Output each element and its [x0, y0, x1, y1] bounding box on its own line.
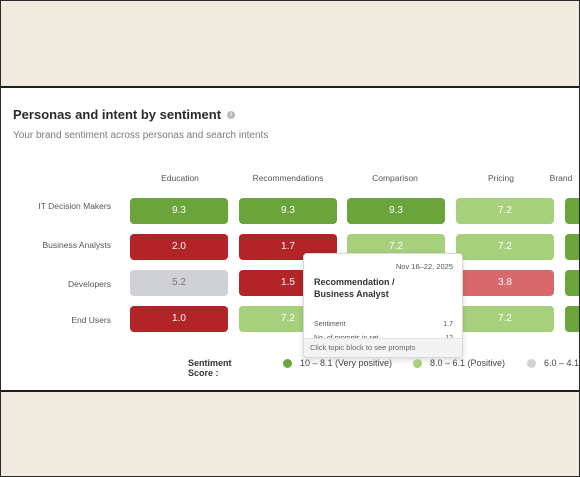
column-header-education: Education	[161, 173, 199, 183]
legend-item-positive: 8.0 – 6.1 (Positive)	[413, 358, 505, 368]
tooltip-sentiment-value: 1.7	[443, 321, 453, 328]
heatmap-cell[interactable]: 2.0	[130, 234, 228, 260]
heatmap-cell[interactable]: 3.8	[456, 270, 554, 296]
very-positive-dot-icon	[283, 358, 292, 368]
legend-item-very-positive: 10 – 8.1 (Very positive)	[283, 358, 392, 368]
heatmap-cell[interactable]: 1.0	[130, 306, 228, 332]
tooltip-footer: Click topic block to see prompts	[304, 338, 462, 357]
heatmap-cell[interactable]: 9.3	[130, 198, 228, 224]
heatmap-cell[interactable]	[565, 270, 579, 296]
legend-label-neutral: 6.0 – 4.1	[544, 358, 579, 368]
tooltip-sentiment-row: Sentiment 1.7	[314, 321, 453, 328]
heatmap-cell[interactable]: 9.3	[239, 198, 337, 224]
positive-dot-icon	[413, 358, 422, 368]
legend-item-neutral: 6.0 – 4.1	[527, 358, 579, 368]
heatmap-cell[interactable]	[565, 234, 579, 260]
heatmap-cell[interactable]	[565, 198, 579, 224]
widget-subtitle: Your brand sentiment across personas and…	[13, 130, 269, 141]
row-header-developers: Developers	[68, 279, 111, 289]
sentiment-widget: Personas and intent by sentiment i Your …	[1, 86, 579, 392]
heatmap-cell[interactable]: 7.2	[456, 234, 554, 260]
legend-title: Sentiment Score :	[188, 358, 232, 378]
info-icon[interactable]: i	[227, 110, 236, 119]
cell-tooltip: Nov 16–22, 2025 Recommendation / Busines…	[303, 253, 463, 358]
heatmap-cell[interactable]: 7.2	[456, 198, 554, 224]
tooltip-sentiment-label: Sentiment	[314, 321, 346, 328]
legend-label-positive: 8.0 – 6.1 (Positive)	[430, 358, 506, 368]
heatmap-cell[interactable]: 7.2	[456, 306, 554, 332]
widget-title: Personas and intent by sentiment i	[13, 107, 236, 122]
neutral-dot-icon	[527, 358, 536, 368]
row-header-business-analysts: Business Analysts	[42, 240, 111, 250]
widget-title-text: Personas and intent by sentiment	[13, 107, 222, 122]
column-header-comparison: Comparison	[372, 173, 418, 183]
column-header-brand: Brand	[549, 173, 573, 183]
legend-label-very-positive: 10 – 8.1 (Very positive)	[300, 358, 393, 368]
tooltip-title: Recommendation / Business Analyst	[314, 277, 395, 299]
row-header-end-users: End Users	[71, 315, 111, 325]
row-header-it-decision-makers: IT Decision Makers	[38, 201, 111, 211]
heatmap-cell[interactable]: 9.3	[347, 198, 445, 224]
heatmap-cell[interactable]	[565, 306, 579, 332]
tooltip-date: Nov 16–22, 2025	[395, 262, 453, 271]
column-header-recommendations: Recommendations	[252, 173, 324, 183]
column-header-pricing: Pricing	[488, 173, 514, 183]
heatmap-cell[interactable]: 5.2	[130, 270, 228, 296]
